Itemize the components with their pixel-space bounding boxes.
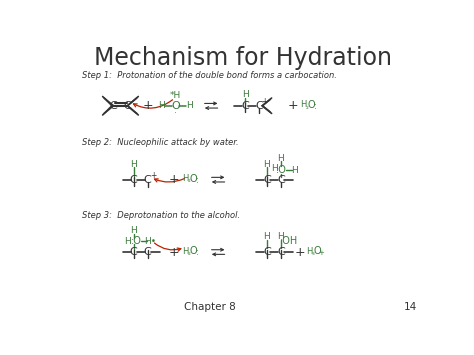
Text: H: H <box>300 100 307 109</box>
Text: H: H <box>271 164 278 173</box>
Text: H: H <box>292 166 298 175</box>
Text: H: H <box>124 237 131 246</box>
Text: ₂: ₂ <box>188 178 191 184</box>
Text: :O: :O <box>130 236 141 246</box>
Text: ₂: ₂ <box>188 250 191 256</box>
Text: C: C <box>144 247 152 257</box>
Text: C: C <box>130 247 137 257</box>
Text: C: C <box>130 175 137 185</box>
Text: :O: :O <box>275 165 286 175</box>
Text: +: + <box>142 99 153 112</box>
Text: Mechanism for Hydration: Mechanism for Hydration <box>94 46 392 70</box>
Text: H: H <box>264 232 270 241</box>
Text: O: O <box>313 246 321 256</box>
Text: Step 2:  Nucleophilic attack by water.: Step 2: Nucleophilic attack by water. <box>82 138 239 147</box>
Text: Step 3:  Deprotonation to the alcohol.: Step 3: Deprotonation to the alcohol. <box>82 211 241 220</box>
Text: +: + <box>169 173 179 186</box>
Text: H: H <box>130 226 137 235</box>
Text: :OH: :OH <box>280 236 298 246</box>
Text: ₂: ₂ <box>306 104 309 109</box>
Text: 14: 14 <box>404 302 417 312</box>
Text: +: + <box>288 99 299 112</box>
Text: H•: H• <box>144 237 156 246</box>
Text: ₃: ₃ <box>312 250 315 256</box>
FancyArrowPatch shape <box>155 179 184 182</box>
Text: H: H <box>158 101 165 110</box>
Text: :: : <box>314 102 317 111</box>
Text: O: O <box>307 100 315 110</box>
Text: C: C <box>277 247 285 257</box>
Text: O: O <box>171 101 180 111</box>
Text: H: H <box>182 247 189 256</box>
Text: :: : <box>174 106 177 115</box>
Text: C: C <box>277 175 285 185</box>
Text: O: O <box>190 246 197 256</box>
Text: C: C <box>124 101 131 111</box>
Text: H: H <box>186 101 193 110</box>
Text: +: + <box>318 250 324 256</box>
Text: H: H <box>277 232 284 241</box>
Text: *H: *H <box>170 91 181 100</box>
FancyArrowPatch shape <box>155 243 181 251</box>
Text: H: H <box>264 160 270 169</box>
Text: +: + <box>150 170 156 180</box>
Text: C: C <box>263 175 271 185</box>
Text: :: : <box>196 176 199 185</box>
Text: C: C <box>241 101 249 111</box>
Text: Step 1:  Protonation of the double bond forms a carbocation.: Step 1: Protonation of the double bond f… <box>82 71 337 80</box>
Text: +: + <box>169 246 179 258</box>
Text: +: + <box>262 97 268 106</box>
Text: O: O <box>190 174 197 184</box>
FancyArrowPatch shape <box>134 100 173 108</box>
Text: Chapter 8: Chapter 8 <box>184 302 236 312</box>
Text: C: C <box>255 101 263 111</box>
Text: C: C <box>144 175 152 185</box>
Text: H: H <box>277 154 284 163</box>
Text: H: H <box>130 160 137 169</box>
Text: C: C <box>109 101 118 111</box>
Text: H: H <box>182 174 189 184</box>
Text: :: : <box>196 248 199 257</box>
Text: +: + <box>294 246 305 258</box>
Text: C: C <box>263 247 271 257</box>
Text: H: H <box>242 91 249 99</box>
Text: H: H <box>306 247 313 256</box>
